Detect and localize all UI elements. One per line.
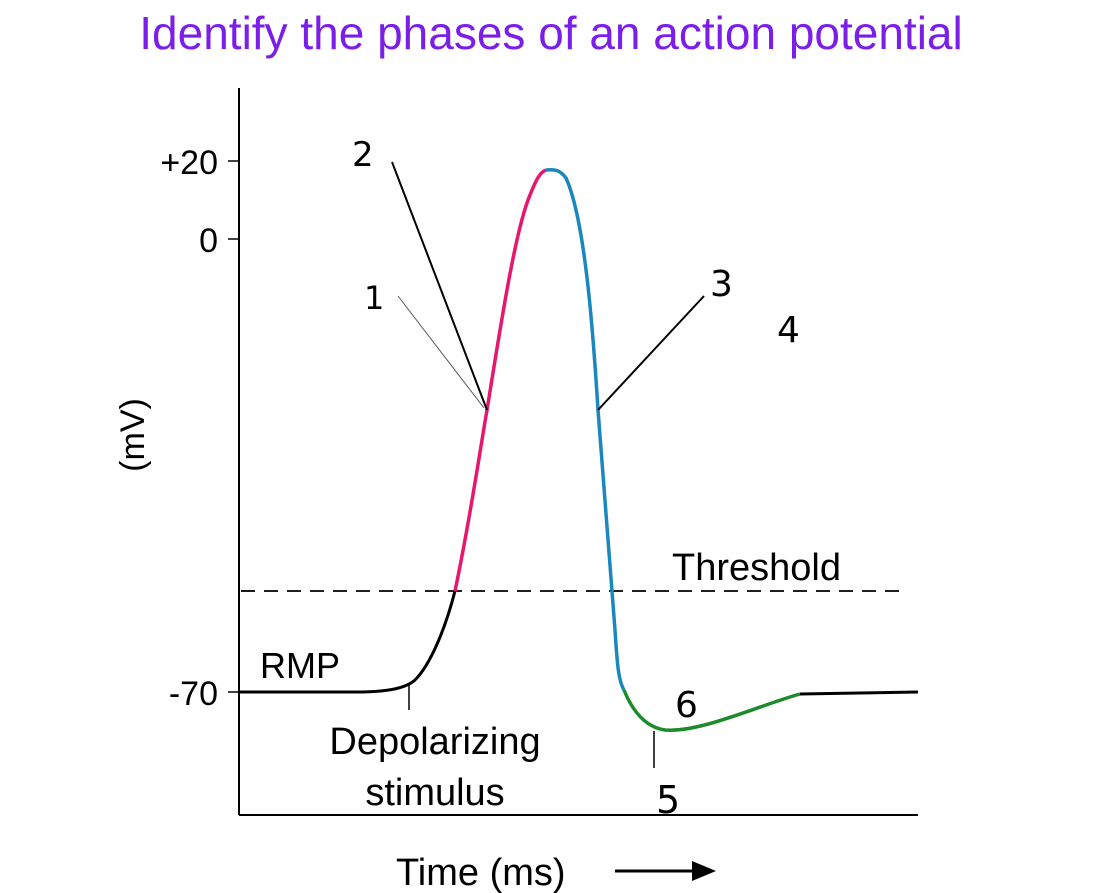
pointer-line-3 xyxy=(597,295,705,411)
curve-hyperpolarization-segment xyxy=(622,689,801,732)
stimulus-label-line1: Depolarizing xyxy=(329,721,540,763)
phase-label-6: 6 xyxy=(675,685,698,726)
phase-label-5: 5 xyxy=(656,778,680,822)
y-tick-label-minus70: -70 xyxy=(169,675,218,713)
threshold-label: Threshold xyxy=(672,547,841,589)
page-title: Identify the phases of an action potenti… xyxy=(139,7,963,59)
pointer-line-2 xyxy=(391,161,488,411)
phase-label-4: 4 xyxy=(777,310,800,351)
curve-depolarization-segment xyxy=(453,168,547,592)
stimulus-label-line2: stimulus xyxy=(365,772,504,814)
y-tick-label-zero: 0 xyxy=(199,222,218,260)
curve-repolarization-segment xyxy=(545,167,626,691)
phase-label-3: 3 xyxy=(710,264,733,305)
curve-return-to-rest-segment xyxy=(799,690,919,696)
phase-label-2: 2 xyxy=(352,135,374,175)
phase-label-1: 1 xyxy=(364,279,384,317)
pointer-line-1 xyxy=(397,295,485,409)
x-axis-label: Time (ms) xyxy=(396,852,566,893)
time-arrow-head xyxy=(692,861,716,881)
rmp-label: RMP xyxy=(260,645,340,686)
y-tick-label-plus20: +20 xyxy=(160,144,218,182)
y-axis-label: (mV) xyxy=(114,398,152,472)
curve-resting-segment xyxy=(239,590,457,694)
